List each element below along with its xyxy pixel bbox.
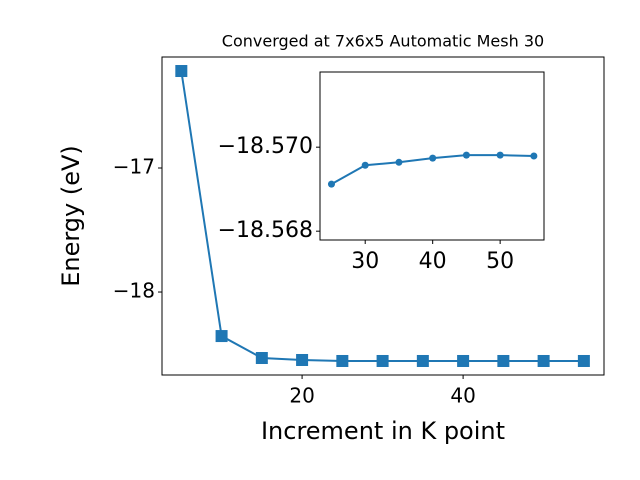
x-tick-label: 30 [351,249,379,274]
chart-title: Converged at 7x6x5 Automatic Mesh 30 [222,32,544,51]
point [327,180,335,188]
point [296,353,309,366]
point [175,65,188,78]
point [462,151,470,159]
point [376,354,389,367]
x-tick-label: 40 [450,384,475,408]
point [361,161,369,169]
point [395,158,403,166]
x-tick-label: 20 [289,384,314,408]
point [215,330,228,343]
point [255,352,268,365]
point [530,152,538,160]
point [496,151,504,159]
y-tick-label: −18 [113,279,155,303]
point [497,354,510,367]
y-axis-label: Energy (eV) [57,145,85,287]
point [457,354,470,367]
x-tick-label: 50 [486,249,514,274]
y-tick-label: −18.570 [218,134,313,159]
x-tick-label: 40 [419,249,447,274]
point [336,354,349,367]
point [416,354,429,367]
y-tick-label: −17 [113,155,155,179]
point [577,354,590,367]
x-axis-label: Increment in K point [261,417,505,445]
point [537,354,550,367]
y-tick-label: −18.568 [218,218,313,243]
point [429,154,437,162]
